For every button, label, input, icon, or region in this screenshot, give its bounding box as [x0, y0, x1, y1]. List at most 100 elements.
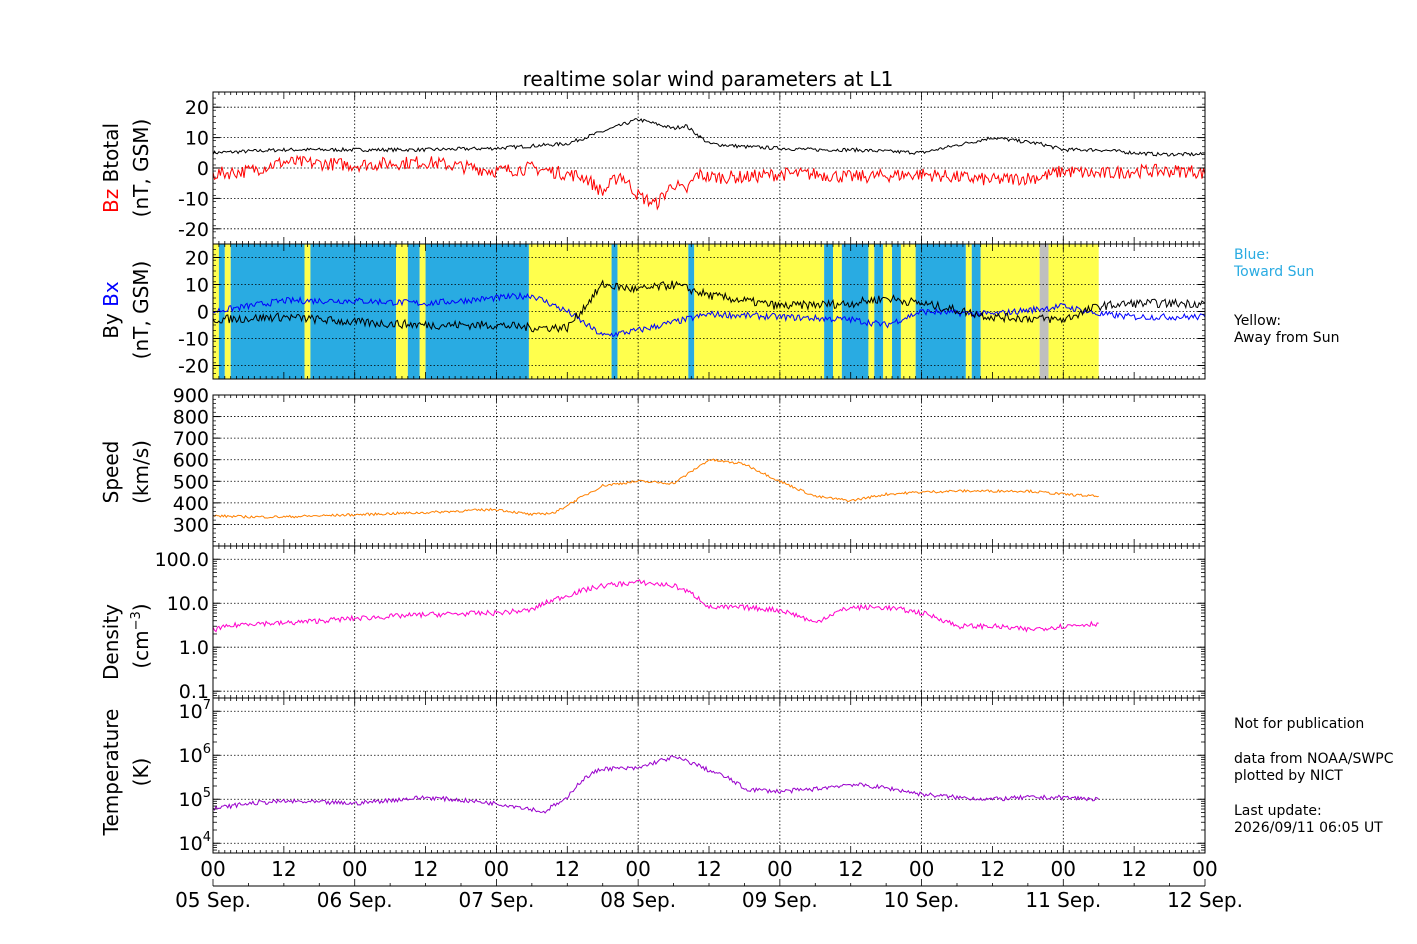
y-tick-label: 20 [185, 248, 209, 270]
btotal-unit: (nT, GSM) [129, 119, 153, 218]
sector-band-away [900, 244, 916, 379]
x-tick-label: 00 [767, 857, 792, 881]
series-line-bx [212, 291, 1206, 338]
series-line-by [212, 279, 1206, 334]
y-tick-label: 400 [173, 493, 209, 515]
legend-blue-title: Blue: [1234, 247, 1270, 263]
y-tick-label: 500 [173, 471, 209, 493]
date-label: 08 Sep. [600, 888, 676, 912]
bz-label: Bz [99, 189, 123, 213]
x-tick-label: 00 [200, 857, 225, 881]
x-tick-label: 12 [1121, 857, 1146, 881]
x-tick-label: 12 [696, 857, 721, 881]
temperature-label: Temperature [99, 709, 123, 837]
sector-band-away [883, 244, 893, 379]
x-tick-label: 12 [838, 857, 863, 881]
date-label: 11 Sep. [1025, 888, 1101, 912]
series-line-bz [212, 154, 1206, 211]
note-not-for-publication: Not for publication [1234, 716, 1365, 732]
density-label: Density [99, 604, 123, 680]
y-tick-label: -10 [178, 188, 209, 210]
sector-band-away [396, 244, 408, 379]
sector-band-away [419, 244, 426, 379]
by-label: By [99, 313, 123, 339]
x-tick-label: 00 [625, 857, 650, 881]
sector-band-toward [230, 244, 305, 379]
x-tick-label: 00 [1192, 857, 1217, 881]
date-label: 09 Sep. [742, 888, 818, 912]
panel-btotal: -20 -10 0 10 20 [178, 91, 1206, 245]
panel-frame [212, 394, 1206, 547]
bxby-unit: (nT, GSM) [129, 261, 153, 360]
y-tick-label: -10 [178, 329, 209, 351]
y-tick-label: 106 [179, 742, 211, 767]
panel-temperature: 104 105 106 107 [179, 697, 1206, 855]
x-tick-label: 00 [342, 857, 367, 881]
svg-text:By Bx: By Bx [99, 281, 123, 339]
speed-label: Speed [99, 441, 123, 504]
x-tick-label: 00 [484, 857, 509, 881]
series-line-temperature [212, 755, 1100, 814]
date-label: 05 Sep. [175, 888, 251, 912]
series-line-density [212, 579, 1099, 633]
date-label: 12 Sep. [1167, 888, 1243, 912]
series-line-btotal [212, 118, 1206, 157]
y-tick-label: 107 [179, 698, 211, 723]
series-line-speed [212, 458, 1099, 519]
chart-title: realtime solar wind parameters at L1 [523, 67, 894, 91]
sector-band-away [617, 244, 689, 379]
y-tick-label: 300 [173, 514, 209, 536]
panel-density: 0.1 1.0 10.0 100.0 [155, 545, 1206, 703]
temperature-axis-label: Temperature (K) [99, 709, 153, 837]
density-unit: (cm−3) [129, 603, 153, 668]
speed-unit: (km/s) [129, 440, 153, 504]
panel-frame [212, 545, 1206, 699]
panel-frame [212, 697, 1206, 854]
btotal-label: Btotal [99, 123, 123, 182]
y-tick-label: 10 [185, 128, 209, 150]
date-label: 07 Sep. [458, 888, 534, 912]
bxby-axis-label: By Bx (nT, GSM) [99, 261, 153, 360]
note-data-source: data from NOAA/SWPC [1234, 751, 1394, 767]
svg-text:Bz Btotal: Bz Btotal [99, 123, 123, 213]
note-plotted-by: plotted by NICT [1234, 768, 1343, 784]
temperature-unit: (K) [129, 758, 153, 787]
y-tick-label: 1.0 [179, 637, 209, 659]
y-tick-label: 10.0 [167, 593, 209, 615]
y-tick-label: 900 [173, 385, 209, 407]
legend-yellow-title: Yellow: [1234, 313, 1282, 329]
sector-band-toward [611, 244, 618, 379]
x-tick-label: 12 [413, 857, 438, 881]
sector-band-toward [688, 244, 695, 379]
plot-layer: -20 -10 0 10 20 -20 -10 0 10 20 300400500600700800… [155, 91, 1243, 912]
y-tick-label: -20 [178, 356, 209, 378]
y-tick-label: 100.0 [155, 549, 209, 571]
sector-band-away [304, 244, 311, 379]
y-tick-label: 104 [179, 830, 211, 855]
y-tick-label: 20 [185, 97, 209, 119]
y-tick-label: -20 [178, 219, 209, 241]
y-tick-label: 0 [197, 158, 209, 180]
y-tick-label: 700 [173, 428, 209, 450]
date-label: 06 Sep. [317, 888, 393, 912]
sector-band-toward [824, 244, 833, 379]
bx-label: Bx [99, 281, 123, 307]
sector-band-away [980, 244, 1040, 379]
density-axis-label: Density (cm−3) [99, 603, 153, 680]
y-tick-label: 0 [197, 302, 209, 324]
x-axis-labels: 00 12 00 12 00 12 00 12 00 12 00 12 00 12 00 05 Sep. 06 … [175, 857, 1243, 912]
x-tick-label: 12 [555, 857, 580, 881]
note-last-update-label: Last update: [1234, 803, 1322, 819]
legend-blue-text: Toward Sun [1234, 264, 1315, 280]
x-tick-label: 12 [980, 857, 1005, 881]
sector-band-toward [841, 244, 869, 379]
btotal-axis-label: Bz Btotal (nT, GSM) [99, 119, 153, 218]
date-label: 10 Sep. [884, 888, 960, 912]
y-tick-label: 800 [173, 407, 209, 429]
legend-yellow-text: Away from Sun [1234, 330, 1340, 346]
y-tick-label: 600 [173, 450, 209, 472]
speed-axis-label: Speed (km/s) [99, 440, 153, 504]
note-last-update-time: 2026/09/11 06:05 UT [1234, 820, 1383, 836]
